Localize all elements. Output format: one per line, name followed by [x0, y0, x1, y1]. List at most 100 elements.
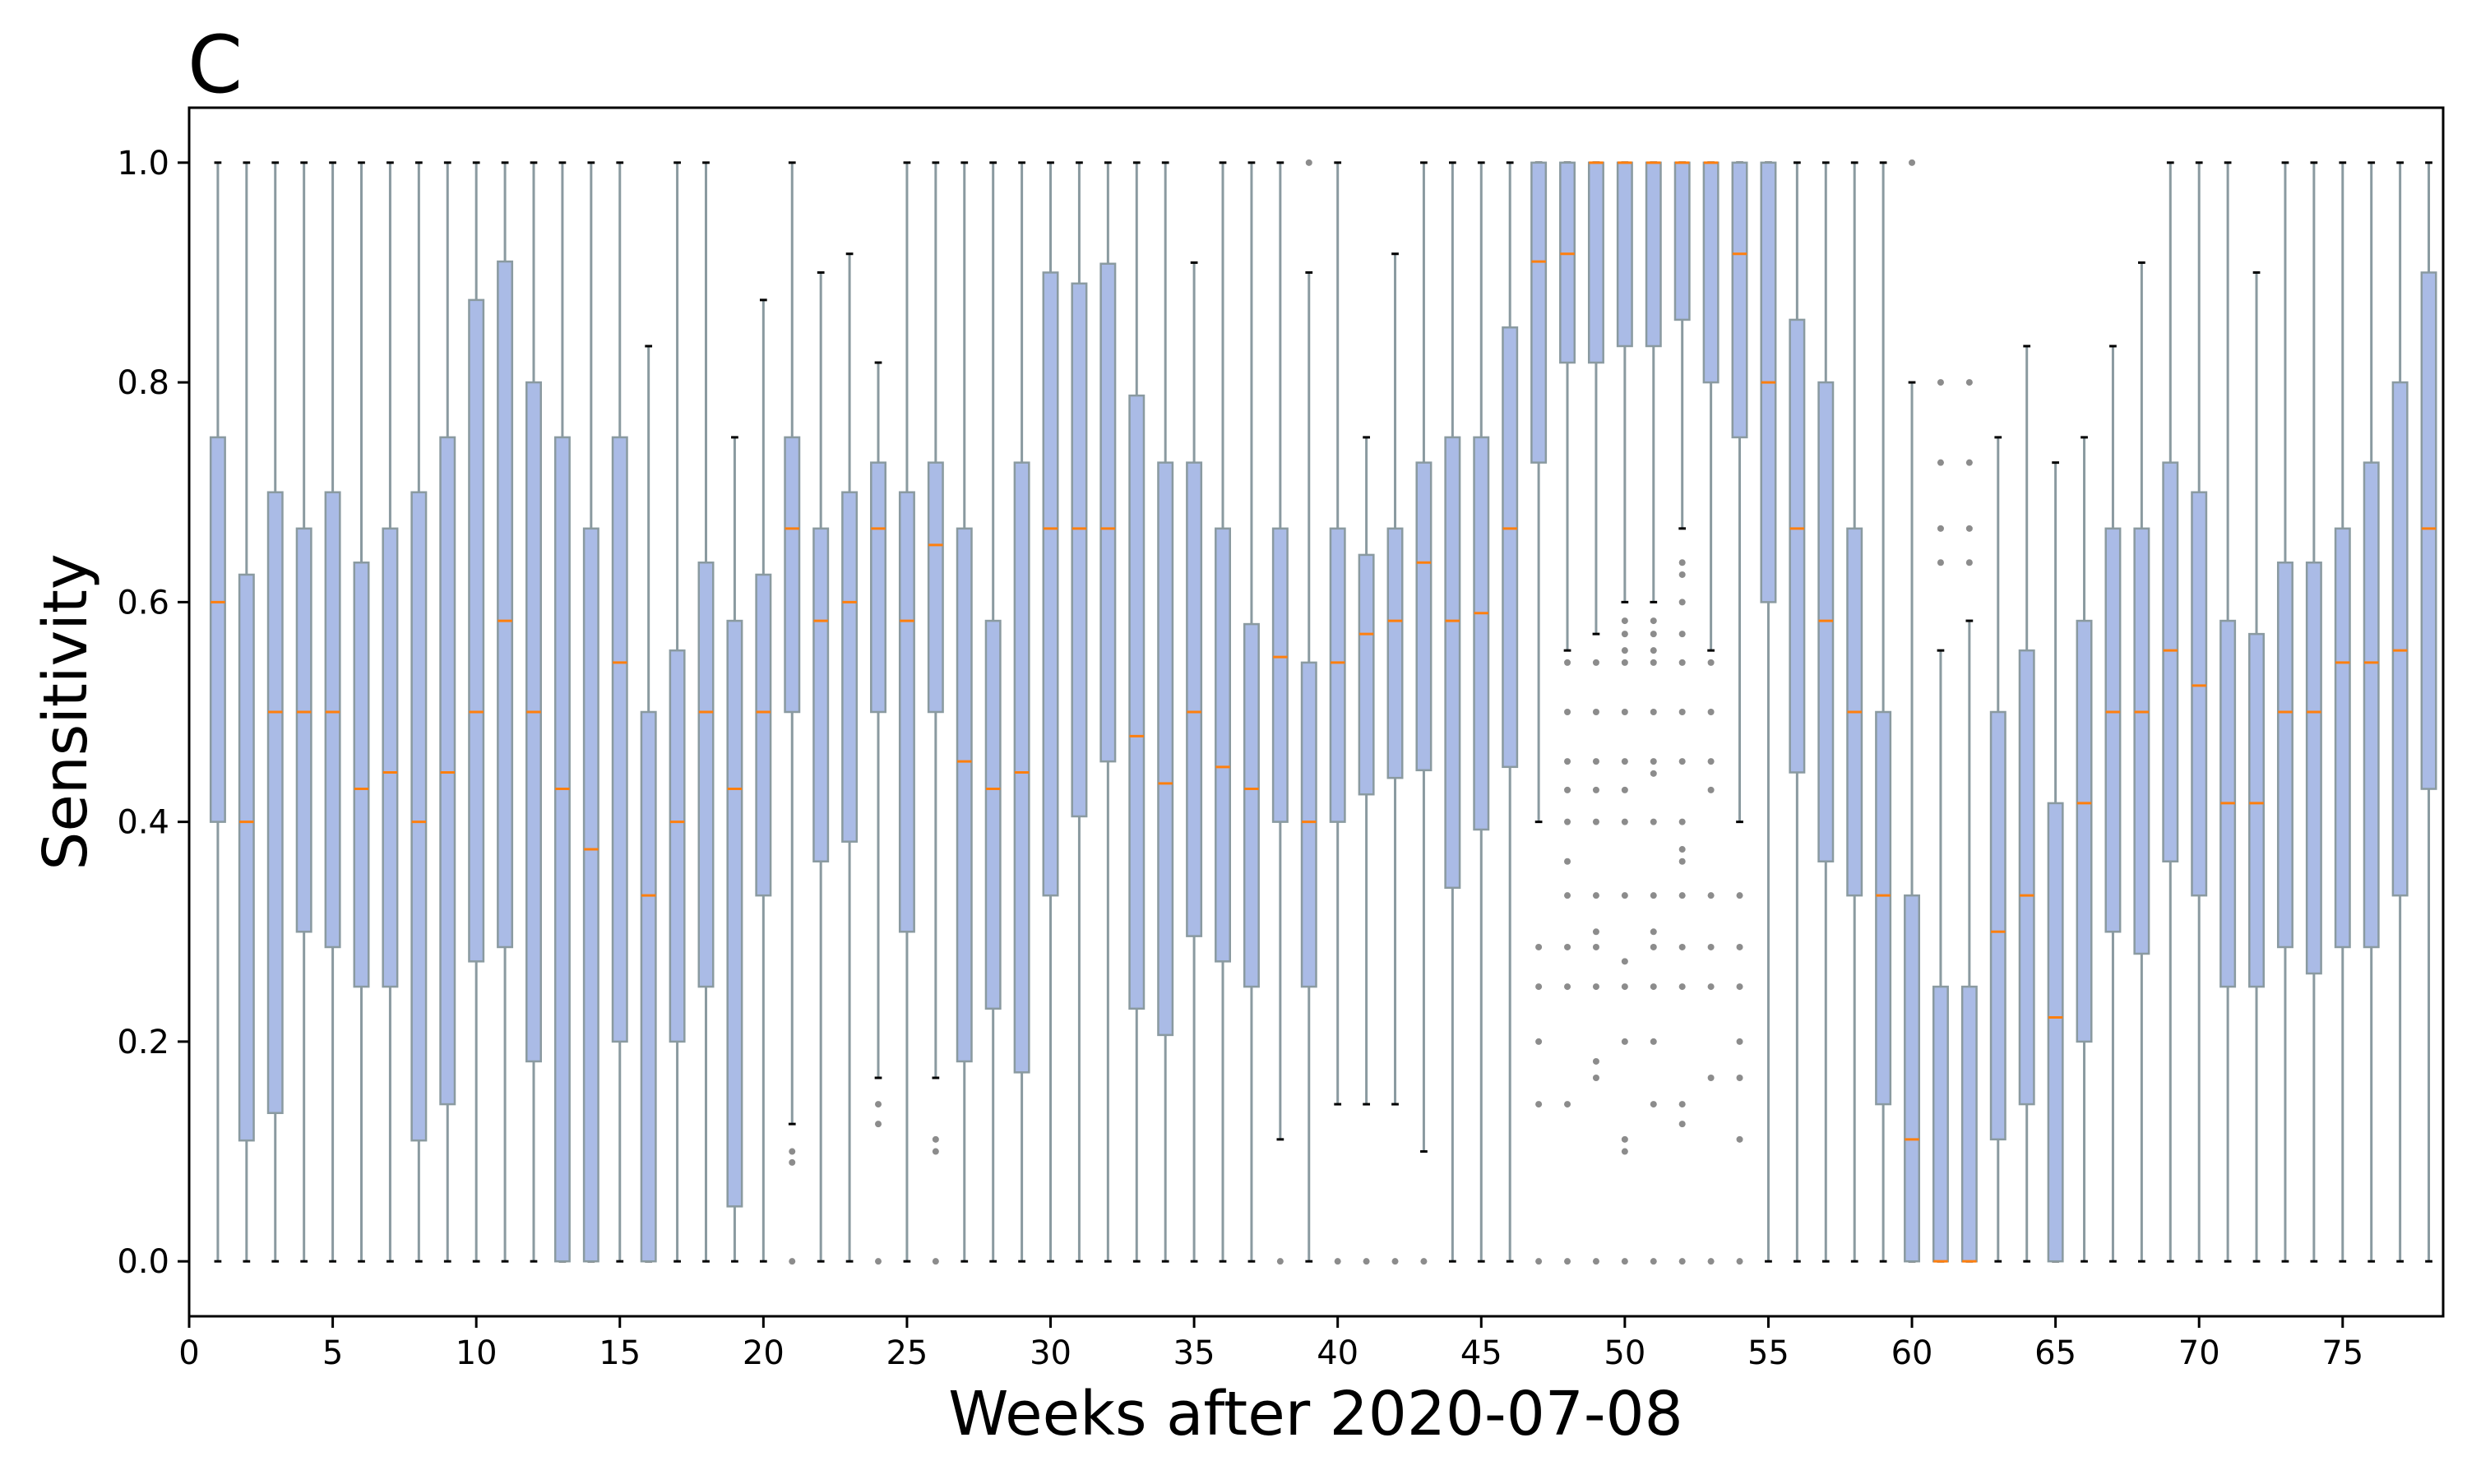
box-week-60	[1904, 159, 1921, 1263]
flier-point	[1621, 617, 1628, 625]
box-week-24	[870, 361, 886, 1265]
flier-point	[1707, 1075, 1715, 1082]
flier-point	[1535, 1258, 1543, 1265]
x-tick-label: 30	[1030, 1334, 1072, 1372]
box-iqr	[1128, 394, 1146, 1010]
box-iqr	[611, 436, 628, 1043]
box-week-64	[2018, 344, 2035, 1263]
box-iqr	[870, 461, 886, 714]
flier-point	[1650, 943, 1657, 950]
box-week-76	[2363, 161, 2380, 1263]
flier-point	[1621, 758, 1628, 765]
flier-point	[1564, 943, 1571, 950]
y-tick-label: 0.2	[117, 1024, 169, 1061]
box-iqr	[2047, 802, 2064, 1263]
box-week-43	[1415, 161, 1433, 1265]
box-iqr	[2018, 649, 2035, 1106]
x-tick-label: 70	[2178, 1334, 2220, 1372]
flier-point	[1678, 758, 1686, 765]
box-iqr	[1960, 985, 1978, 1263]
flier-point	[1621, 958, 1628, 965]
flier-point	[1678, 1101, 1686, 1108]
flier-point	[1592, 1075, 1599, 1082]
flier-point	[1707, 1258, 1715, 1265]
box-week-63	[1989, 436, 2006, 1263]
flier-point	[1965, 559, 1973, 566]
box-week-30	[1042, 161, 1059, 1263]
flier-point	[1650, 758, 1657, 765]
box-week-12	[525, 161, 542, 1263]
flier-point	[1678, 559, 1686, 566]
box-week-5	[324, 161, 341, 1263]
box-iqr	[1673, 161, 1691, 321]
box-iqr	[841, 491, 859, 843]
box-iqr	[1502, 326, 1519, 769]
flier-point	[1535, 1038, 1543, 1045]
flier-point	[932, 1258, 939, 1265]
box-iqr	[669, 649, 686, 1043]
box-iqr	[2420, 271, 2437, 790]
box-week-27	[956, 161, 973, 1263]
box-week-42	[1386, 252, 1404, 1265]
flier-point	[1937, 379, 1944, 386]
x-tick-label: 15	[599, 1334, 641, 1372]
flier-point	[1736, 1038, 1743, 1045]
box-iqr	[439, 436, 456, 1106]
flier-point	[1707, 709, 1715, 715]
flier-point	[1650, 1038, 1657, 1045]
flier-point	[1535, 983, 1543, 991]
box-week-51	[1645, 161, 1662, 1265]
flier-point	[1707, 943, 1715, 950]
x-tick-label: 25	[886, 1334, 928, 1372]
box-week-61	[1932, 379, 1949, 1263]
flier-point	[1707, 659, 1715, 666]
box-iqr	[784, 436, 801, 714]
x-tick-label: 45	[1460, 1334, 1502, 1372]
box-iqr	[353, 562, 370, 988]
flier-point	[875, 1121, 882, 1128]
box-week-2	[238, 161, 255, 1263]
box-iqr	[2104, 527, 2122, 933]
flier-point	[1650, 647, 1657, 654]
box-week-56	[1789, 161, 1806, 1263]
box-iqr	[324, 491, 341, 949]
box-week-4	[295, 161, 312, 1263]
box-week-3	[266, 161, 284, 1263]
box-iqr	[238, 573, 255, 1142]
box-week-25	[898, 161, 915, 1263]
flier-point	[1736, 1135, 1743, 1143]
flier-point	[1650, 983, 1657, 991]
box-iqr	[2133, 527, 2150, 955]
y-axis-ticks: 0.0 0.2 0.4 0.6 0.8 1.0	[117, 145, 189, 1281]
flier-point	[1592, 1057, 1599, 1065]
flier-point	[1334, 1258, 1341, 1265]
box-week-50	[1616, 161, 1633, 1265]
flier-point	[1592, 659, 1599, 666]
box-iqr	[1989, 710, 2006, 1141]
box-week-72	[2248, 270, 2266, 1263]
box-week-52	[1673, 161, 1691, 1265]
box-week-29	[1013, 161, 1030, 1263]
flier-point	[1937, 559, 1944, 566]
x-axis-ticks: 0 5 10 15 20 25 30 35 40 45 50 55 60 65 70 75	[178, 1316, 2363, 1372]
box-iqr	[956, 527, 973, 1063]
flier-point	[1592, 928, 1599, 936]
box-iqr	[1071, 282, 1088, 818]
box-iqr	[812, 527, 830, 862]
flier-point	[1391, 1258, 1399, 1265]
flier-point	[1650, 928, 1657, 936]
flier-point	[932, 1135, 939, 1143]
box-iqr	[2248, 632, 2266, 988]
box-iqr	[1616, 161, 1633, 348]
x-tick-label: 65	[2034, 1334, 2076, 1372]
flier-point	[1707, 892, 1715, 899]
flier-point	[1650, 709, 1657, 715]
flier-point	[1564, 709, 1571, 715]
box-iqr	[497, 260, 514, 949]
x-tick-label: 35	[1173, 1334, 1215, 1372]
flier-point	[1678, 599, 1686, 606]
flier-point	[1592, 943, 1599, 950]
flier-point	[1564, 1101, 1571, 1108]
flier-point	[1678, 983, 1686, 991]
box-iqr	[640, 710, 657, 1263]
